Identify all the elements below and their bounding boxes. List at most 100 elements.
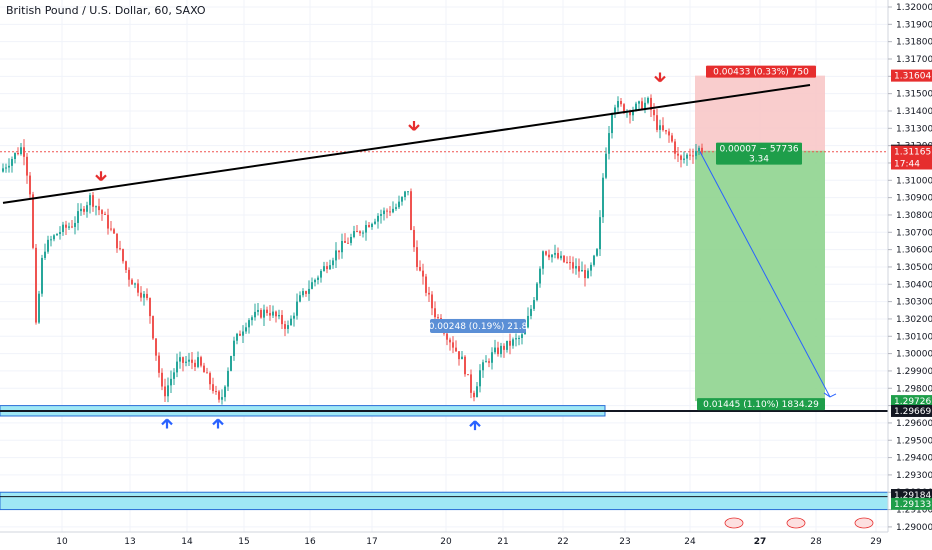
- stop-label-box: [706, 65, 816, 78]
- price-label-box: [891, 404, 932, 417]
- time-tick-label: 20: [440, 537, 452, 547]
- time-tick-label: 24: [684, 537, 696, 547]
- stop-label: 0.00433 (0.33%) 750: [713, 68, 809, 78]
- price-label-box: [891, 157, 932, 170]
- candle-body: [587, 270, 589, 279]
- candle-body: [23, 147, 25, 157]
- candle-body: [416, 247, 418, 268]
- candle-body: [596, 249, 598, 256]
- target-label-box: [697, 398, 825, 411]
- candle-body: [188, 359, 190, 362]
- price-tick-label: 1.29300: [896, 471, 932, 481]
- price-tick-label: 1.30800: [896, 211, 932, 221]
- candle-body: [341, 241, 343, 253]
- price-tick-label: 1.30900: [896, 194, 932, 204]
- candle-body: [155, 338, 157, 356]
- price-tick-label: 1.31800: [896, 38, 932, 48]
- candle-body: [149, 298, 151, 317]
- candle-body: [125, 261, 127, 270]
- candle-body: [164, 386, 166, 397]
- time-tick-label: 22: [557, 537, 568, 547]
- candle-body: [653, 110, 655, 116]
- candle-body: [203, 365, 205, 373]
- candle-body: [422, 270, 424, 277]
- price-tick-label: 1.29000: [896, 523, 932, 533]
- price-tick-label: 1.30500: [896, 263, 932, 273]
- candle-body: [68, 226, 70, 228]
- candle-body: [44, 251, 46, 258]
- event-flag-icon: [724, 517, 744, 529]
- candle-body: [521, 334, 523, 338]
- candle-body: [665, 130, 667, 132]
- candle-body: [437, 317, 439, 319]
- event-flag-icon: [854, 517, 874, 529]
- price-tick-label: 1.29600: [896, 419, 932, 429]
- candle-body: [71, 226, 73, 228]
- candle-body: [239, 333, 241, 336]
- candle-body: [677, 153, 679, 156]
- time-tick-label: 21: [497, 537, 508, 547]
- candle-body: [293, 315, 295, 319]
- price-tick-label: 1.29400: [896, 454, 932, 464]
- up-arrow-icon: [469, 420, 481, 431]
- candle-body: [458, 351, 460, 360]
- down-arrow-icon: [408, 121, 420, 131]
- candle-body: [320, 270, 322, 278]
- candle-body: [59, 232, 61, 234]
- candle-body: [371, 223, 373, 228]
- candle-body: [74, 222, 76, 227]
- candle-body: [470, 374, 472, 393]
- candle-body: [113, 229, 115, 234]
- price-label-box: [891, 69, 932, 82]
- candle-body: [266, 309, 268, 314]
- candle-body: [134, 283, 136, 285]
- price-label: 1.29133: [894, 500, 931, 510]
- candle-body: [98, 206, 100, 211]
- candle-body: [551, 254, 553, 258]
- candle-body: [566, 261, 568, 263]
- candle-body: [116, 233, 118, 249]
- price-tick-label: 1.30400: [896, 280, 932, 290]
- candle-body: [251, 317, 253, 321]
- candle-body: [221, 397, 223, 400]
- candle-body: [215, 391, 217, 393]
- candle-body: [167, 385, 169, 397]
- price-tick-label: 1.31000: [896, 176, 932, 186]
- candle-body: [20, 147, 22, 155]
- candle-body: [152, 316, 154, 339]
- candle-body: [533, 300, 535, 309]
- candle-body: [107, 214, 109, 229]
- candle-body: [536, 283, 538, 301]
- candle-body: [404, 191, 406, 197]
- candle-body: [584, 270, 586, 279]
- time-axis: [0, 532, 888, 550]
- candle-body: [368, 225, 370, 228]
- candle-body: [143, 293, 145, 298]
- candle-body: [272, 311, 274, 316]
- candle-body: [362, 232, 364, 234]
- candle-body: [674, 141, 676, 154]
- candle-body: [182, 357, 184, 363]
- candle-body: [50, 239, 52, 241]
- candle-body: [581, 270, 583, 272]
- candle-body: [8, 165, 10, 168]
- candle-body: [338, 250, 340, 253]
- price-label: 1.31604: [894, 72, 931, 82]
- candle-body: [65, 224, 67, 228]
- candle-body: [644, 102, 646, 110]
- candle-body: [119, 248, 121, 250]
- candle-body: [380, 214, 382, 216]
- support-zone: [0, 491, 889, 511]
- candle-body: [110, 228, 112, 230]
- time-tick-label: 16: [304, 537, 316, 547]
- candle-body: [197, 357, 199, 367]
- candle-body: [680, 155, 682, 160]
- candle-body: [41, 257, 43, 294]
- price-axis: [888, 0, 932, 550]
- candle-body: [452, 342, 454, 348]
- chart-title: British Pound / U.S. Dollar, 60, SAXO: [6, 4, 206, 17]
- price-tick-label: 1.32000: [896, 3, 932, 13]
- candle-body: [335, 250, 337, 261]
- price-tick-label: 1.31400: [896, 107, 932, 117]
